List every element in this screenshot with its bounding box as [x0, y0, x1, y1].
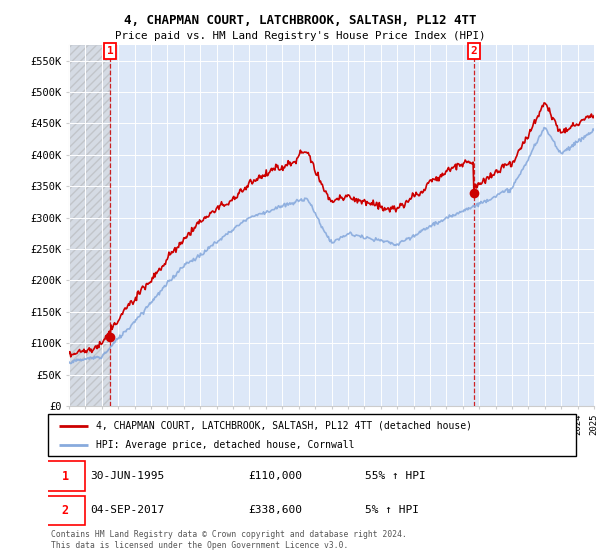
FancyBboxPatch shape	[46, 496, 85, 525]
Text: HPI: Average price, detached house, Cornwall: HPI: Average price, detached house, Corn…	[95, 440, 354, 450]
Text: 5% ↑ HPI: 5% ↑ HPI	[365, 505, 419, 515]
Text: 4, CHAPMAN COURT, LATCHBROOK, SALTASH, PL12 4TT (detached house): 4, CHAPMAN COURT, LATCHBROOK, SALTASH, P…	[95, 421, 472, 431]
Text: 04-SEP-2017: 04-SEP-2017	[90, 505, 164, 515]
Text: Price paid vs. HM Land Registry's House Price Index (HPI): Price paid vs. HM Land Registry's House …	[115, 31, 485, 41]
Bar	[69, 45, 110, 406]
FancyBboxPatch shape	[46, 461, 85, 491]
Text: 2: 2	[62, 504, 69, 517]
Text: 30-JUN-1995: 30-JUN-1995	[90, 471, 164, 481]
Text: 4, CHAPMAN COURT, LATCHBROOK, SALTASH, PL12 4TT: 4, CHAPMAN COURT, LATCHBROOK, SALTASH, P…	[124, 14, 476, 27]
Text: Contains HM Land Registry data © Crown copyright and database right 2024.
This d: Contains HM Land Registry data © Crown c…	[50, 530, 407, 549]
Text: 2: 2	[470, 46, 477, 56]
Text: 1: 1	[107, 46, 113, 56]
Text: 1: 1	[62, 469, 69, 483]
Text: £338,600: £338,600	[248, 505, 302, 515]
Text: £110,000: £110,000	[248, 471, 302, 481]
Text: 55% ↑ HPI: 55% ↑ HPI	[365, 471, 425, 481]
FancyBboxPatch shape	[48, 414, 576, 456]
